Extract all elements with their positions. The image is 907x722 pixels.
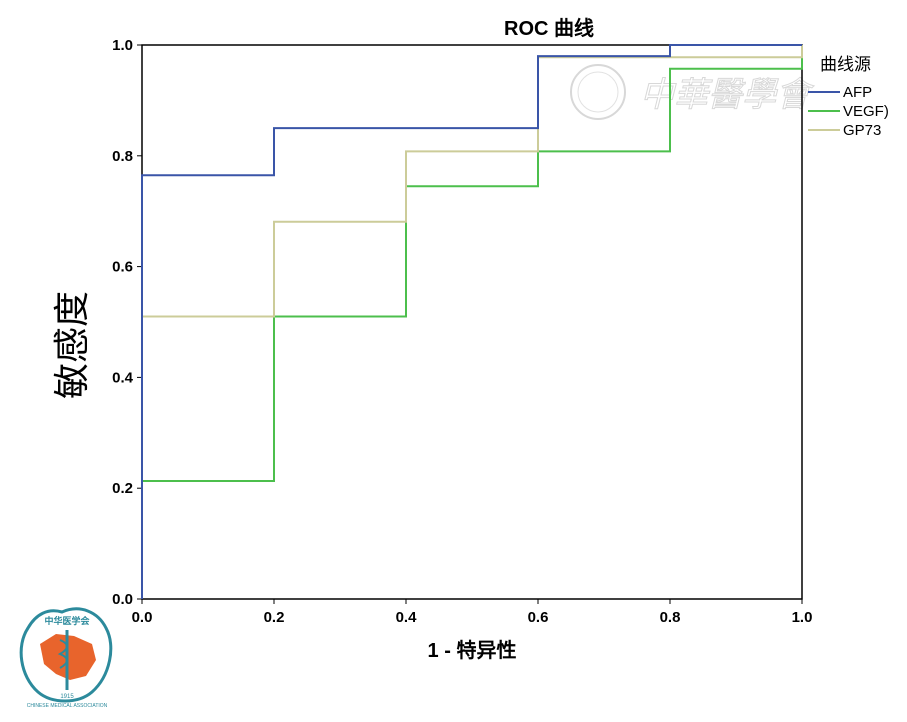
y-tick-label: 0.0 xyxy=(112,591,133,608)
y-tick-label: 1.0 xyxy=(112,37,133,54)
logo-serpent-icon xyxy=(57,639,68,669)
x-tick-label: 0.8 xyxy=(660,609,681,626)
chinese-medical-association-logo: 中华医学会 1915 CHINESE MEDICAL ASSOCIATION xyxy=(19,607,113,709)
x-tick-label: 0.6 xyxy=(528,609,549,626)
watermark-seal-icon xyxy=(570,64,626,120)
series-line-afp xyxy=(141,44,802,599)
chart-title: ROC 曲线 xyxy=(504,16,594,40)
watermark-text: 中華醫學會 xyxy=(640,75,815,115)
series-lines xyxy=(141,44,803,599)
watermark-seal-inner-icon xyxy=(577,71,619,113)
x-axis-label: 1 - 特异性 xyxy=(428,638,517,662)
logo-bottom-text: CHINESE MEDICAL ASSOCIATION xyxy=(27,703,108,709)
x-tick-label: 0.2 xyxy=(264,609,285,626)
series-line-vegf xyxy=(141,45,803,599)
watermark: 中華醫學會 xyxy=(570,64,815,120)
x-tick-label: 0.0 xyxy=(132,609,153,626)
legend-title: 曲线源 xyxy=(820,55,871,74)
y-tick-label: 0.4 xyxy=(112,369,134,386)
x-tick-label: 1.0 xyxy=(792,609,813,626)
legend-label: AFP xyxy=(843,84,872,101)
y-axis-label: 敏感度 xyxy=(52,291,93,399)
legend: 曲线源 AFP VEGF) GP73 xyxy=(808,55,889,139)
legend-label: VEGF) xyxy=(843,103,889,120)
y-tick-label: 0.8 xyxy=(112,148,133,165)
axes: 0.0 0.2 0.4 0.6 0.8 1.0 0.0 0.2 0.4 0.6 0.8 1.0 xyxy=(112,37,812,626)
legend-label: GP73 xyxy=(843,122,881,139)
logo-year: 1915 xyxy=(60,694,74,700)
logo-top-text: 中华医学会 xyxy=(44,615,90,626)
series-line-gp73 xyxy=(141,45,803,599)
y-tick-label: 0.2 xyxy=(112,480,133,497)
y-tick-label: 0.6 xyxy=(112,259,133,276)
x-tick-label: 0.4 xyxy=(396,609,418,626)
